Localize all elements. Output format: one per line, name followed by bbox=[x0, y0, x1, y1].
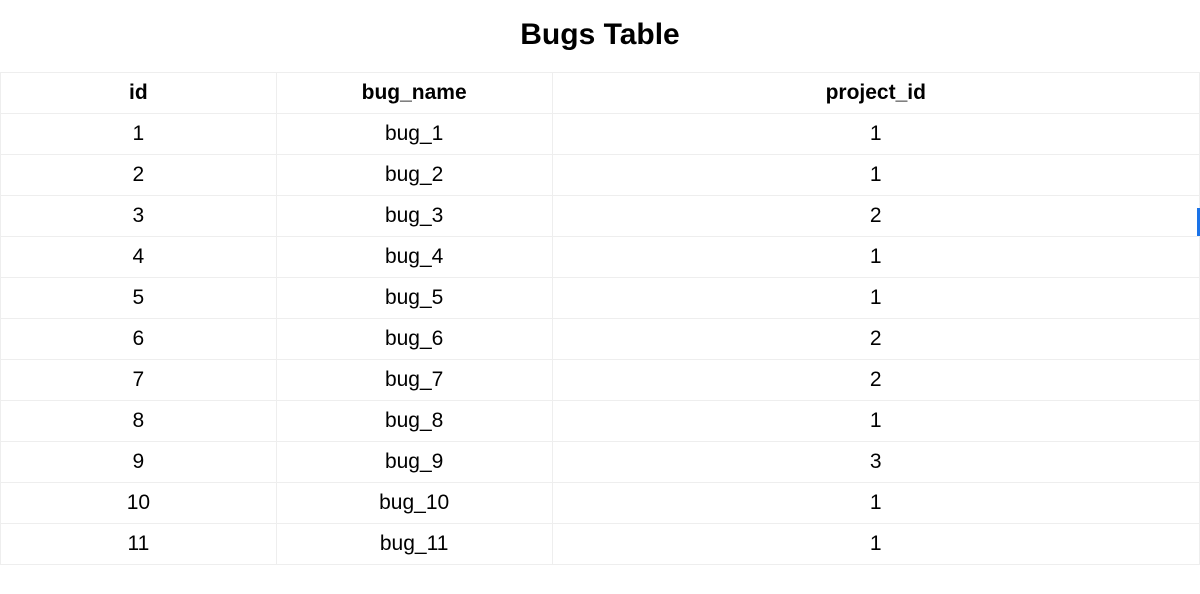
cell-projectid: 1 bbox=[552, 401, 1199, 442]
cell-id: 8 bbox=[1, 401, 277, 442]
table-row: 9 bug_9 3 bbox=[1, 442, 1200, 483]
cell-bugname: bug_3 bbox=[276, 196, 552, 237]
cell-projectid: 1 bbox=[552, 155, 1199, 196]
cell-id: 1 bbox=[1, 114, 277, 155]
cell-bugname: bug_11 bbox=[276, 524, 552, 565]
cell-bugname: bug_10 bbox=[276, 483, 552, 524]
table-row: 1 bug_1 1 bbox=[1, 114, 1200, 155]
cell-projectid: 1 bbox=[552, 278, 1199, 319]
cell-projectid: 1 bbox=[552, 114, 1199, 155]
cell-bugname: bug_4 bbox=[276, 237, 552, 278]
page-title: Bugs Table bbox=[0, 18, 1200, 52]
cell-id: 9 bbox=[1, 442, 277, 483]
cell-projectid: 3 bbox=[552, 442, 1199, 483]
cell-id: 3 bbox=[1, 196, 277, 237]
table-container: Bugs Table id bug_name project_id 1 bug_… bbox=[0, 0, 1200, 565]
table-header-row: id bug_name project_id bbox=[1, 73, 1200, 114]
table-row: 5 bug_5 1 bbox=[1, 278, 1200, 319]
cell-projectid: 2 bbox=[552, 196, 1199, 237]
bugs-table: id bug_name project_id 1 bug_1 1 2 bug_2… bbox=[0, 72, 1200, 565]
cell-id: 5 bbox=[1, 278, 277, 319]
table-row: 7 bug_7 2 bbox=[1, 360, 1200, 401]
column-header-bugname: bug_name bbox=[276, 73, 552, 114]
table-body: 1 bug_1 1 2 bug_2 1 3 bug_3 2 4 bug_4 1 … bbox=[1, 114, 1200, 565]
cell-id: 2 bbox=[1, 155, 277, 196]
cell-id: 7 bbox=[1, 360, 277, 401]
cell-bugname: bug_8 bbox=[276, 401, 552, 442]
table-row: 6 bug_6 2 bbox=[1, 319, 1200, 360]
column-header-projectid: project_id bbox=[552, 73, 1199, 114]
cell-projectid: 2 bbox=[552, 319, 1199, 360]
table-row: 4 bug_4 1 bbox=[1, 237, 1200, 278]
table-row: 2 bug_2 1 bbox=[1, 155, 1200, 196]
cell-bugname: bug_5 bbox=[276, 278, 552, 319]
table-row: 3 bug_3 2 bbox=[1, 196, 1200, 237]
cell-projectid: 1 bbox=[552, 483, 1199, 524]
cell-bugname: bug_7 bbox=[276, 360, 552, 401]
cell-bugname: bug_9 bbox=[276, 442, 552, 483]
cell-id: 4 bbox=[1, 237, 277, 278]
cell-id: 10 bbox=[1, 483, 277, 524]
table-row: 8 bug_8 1 bbox=[1, 401, 1200, 442]
cell-projectid: 1 bbox=[552, 524, 1199, 565]
column-header-id: id bbox=[1, 73, 277, 114]
table-row: 11 bug_11 1 bbox=[1, 524, 1200, 565]
cell-projectid: 1 bbox=[552, 237, 1199, 278]
cell-projectid: 2 bbox=[552, 360, 1199, 401]
cell-bugname: bug_1 bbox=[276, 114, 552, 155]
table-row: 10 bug_10 1 bbox=[1, 483, 1200, 524]
cell-id: 11 bbox=[1, 524, 277, 565]
cell-bugname: bug_2 bbox=[276, 155, 552, 196]
cell-id: 6 bbox=[1, 319, 277, 360]
cell-bugname: bug_6 bbox=[276, 319, 552, 360]
